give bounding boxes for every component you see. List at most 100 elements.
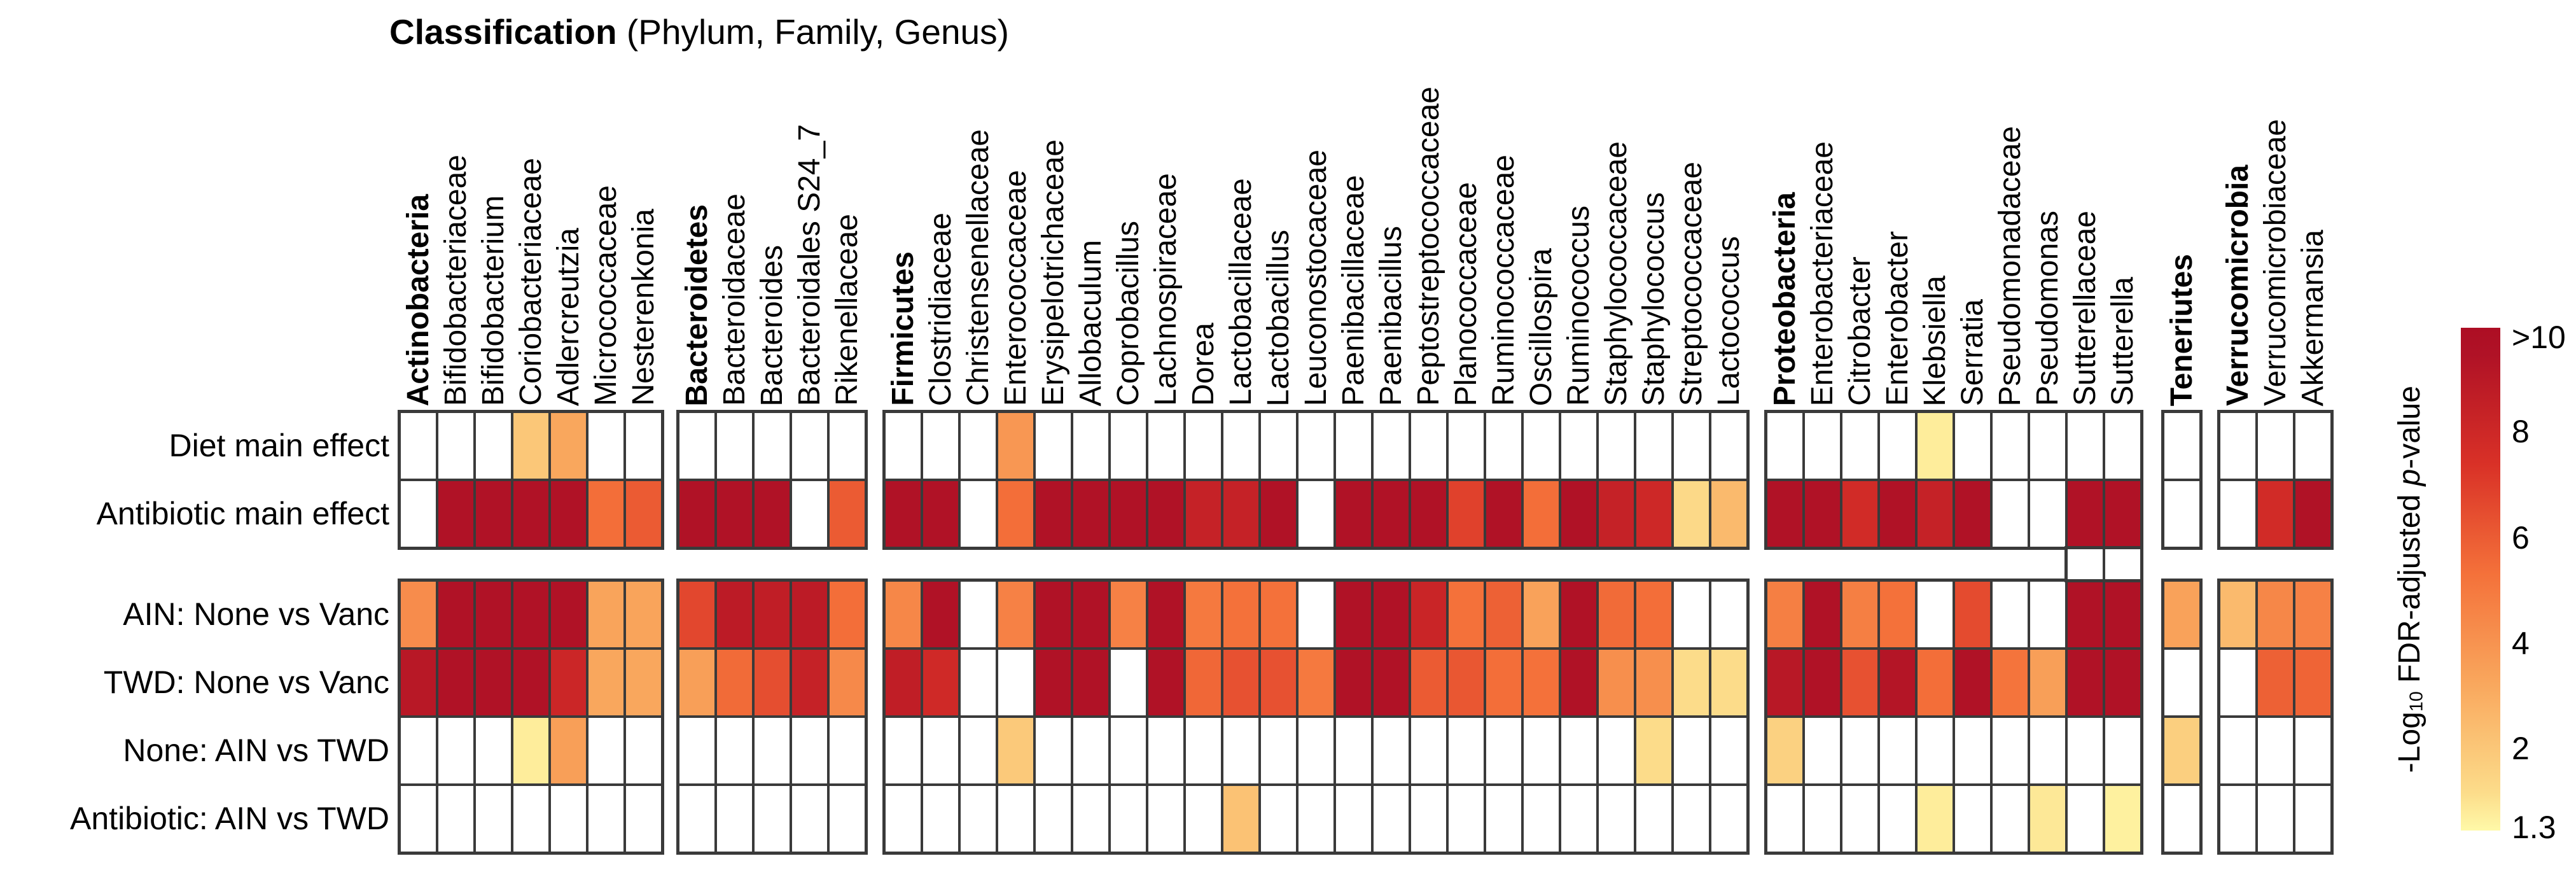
heatmap-cell (400, 480, 437, 548)
heatmap-cell (2219, 649, 2257, 717)
heatmap-cell (753, 480, 791, 548)
heatmap-cell (1485, 649, 1522, 717)
heatmap-block-verrucomicrobia (2217, 579, 2334, 855)
heatmap-cell (1372, 649, 1410, 717)
figure-title: Classification (Phylum, Family, Genus) (389, 9, 1009, 55)
heatmap-cell (2219, 785, 2257, 853)
heatmap-cell (1766, 717, 1804, 785)
heatmap-cell (437, 412, 475, 480)
column-label-staphylococcaceae: Staphylococcaceae (1599, 141, 1633, 406)
heatmap-cell (678, 785, 716, 853)
row-label-none-ain-vs-twd: None: AIN vs TWD (123, 733, 389, 768)
heatmap-cell (1110, 412, 1147, 480)
heatmap-cell (1673, 412, 1710, 480)
heatmap-cell (1879, 412, 1916, 480)
heatmap-cell (1185, 649, 1222, 717)
heatmap-cell (587, 649, 625, 717)
column-label-staphylococcus: Staphylococcus (1636, 192, 1671, 406)
heatmap-cell (1072, 580, 1110, 649)
heatmap-cell (2294, 412, 2332, 480)
heatmap-cell (1222, 717, 1260, 785)
heatmap-cell (1034, 412, 1072, 480)
column-label-sutterella: Sutterella (2105, 277, 2140, 406)
heatmap-cell (678, 580, 716, 649)
heatmap-cell (1034, 480, 1072, 548)
heatmap-cell (1072, 717, 1110, 785)
heatmap-cell (884, 785, 922, 853)
figure-title-bold: Classification (389, 12, 617, 52)
heatmap-cell (828, 717, 866, 785)
heatmap-cell (1991, 649, 2029, 717)
heatmap-cell (1485, 717, 1522, 785)
heatmap-cell (625, 649, 662, 717)
heatmap-cell (1560, 717, 1598, 785)
heatmap-cell (922, 580, 959, 649)
heatmap-cell (1372, 412, 1410, 480)
heatmap-cell (828, 580, 866, 649)
heatmap-cell (1916, 649, 1954, 717)
heatmap-cell (1841, 649, 1879, 717)
column-label-paenibacillus: Paenibacillus (1374, 226, 1408, 406)
heatmap-cell (1598, 649, 1635, 717)
heatmap-cell (1072, 480, 1110, 548)
heatmap-cell (1147, 580, 1185, 649)
column-label-leuconostocaceae: Leuconostocaceae (1298, 150, 1333, 406)
heatmap-cell (1110, 785, 1147, 853)
heatmap-cell (1916, 717, 1954, 785)
heatmap-cell (1447, 412, 1485, 480)
heatmap-cell (1185, 480, 1222, 548)
heatmap-cell (1673, 649, 1710, 717)
legend-tick-1.3: 1.3 (2512, 810, 2556, 845)
heatmap-cell (959, 785, 997, 853)
heatmap-cell (1635, 480, 1673, 548)
heatmap-cell (959, 580, 997, 649)
column-label-enterobacter: Enterobacter (1880, 231, 1914, 406)
heatmap-cell (1222, 480, 1260, 548)
heatmap-cell (1991, 717, 2029, 785)
heatmap-cell (1766, 785, 1804, 853)
heatmap-cell (716, 580, 753, 649)
heatmap-cell (1522, 717, 1560, 785)
column-label-bifidobacteriaceae: Bifidobacteriaceae (438, 155, 473, 406)
heatmap-cell (678, 717, 716, 785)
heatmap-cell (1841, 580, 1879, 649)
heatmap-cell (1185, 580, 1222, 649)
row-label-antibiotic-ain-vs-twd: Antibiotic: AIN vs TWD (70, 801, 389, 836)
heatmap-cell (1335, 580, 1372, 649)
heatmap-cell (1879, 717, 1916, 785)
column-label-streptococcaceae: Streptococcaceae (1674, 161, 1708, 406)
figure-title-rest: (Phylum, Family, Genus) (616, 12, 1009, 52)
heatmap-cell (1110, 649, 1147, 717)
heatmap-cell (1447, 785, 1485, 853)
legend-gradient-bar (2461, 328, 2500, 831)
column-label-coriobacteriaceae: Coriobacteriaceae (513, 158, 548, 406)
heatmap-cell (1447, 480, 1485, 548)
heatmap-cell (1297, 785, 1335, 853)
heatmap-cell (1522, 580, 1560, 649)
heatmap-cell (1804, 649, 1841, 717)
phylum-label-verrucomicrobia: Verrucomicrobia (2220, 165, 2255, 406)
heatmap-cell (2029, 480, 2066, 548)
column-label-bifidobacterium: Bifidobacterium (476, 195, 510, 406)
heatmap-cell (2257, 649, 2294, 717)
heatmap-cell (550, 480, 587, 548)
heatmap-block-actinobacteria (398, 579, 664, 855)
heatmap-cell (753, 717, 791, 785)
heatmap-cell (475, 785, 512, 853)
column-label-serratia: Serratia (1955, 298, 1989, 406)
column-label-peptostreptococcaceae: Peptostreptococcaceae (1411, 87, 1445, 406)
heatmap-cell (1991, 480, 2029, 548)
heatmap-cell (437, 580, 475, 649)
heatmap-cell (997, 580, 1034, 649)
heatmap-cell (1034, 580, 1072, 649)
heatmap-cell (1222, 649, 1260, 717)
phylum-label-firmicutes: Firmicutes (886, 251, 920, 406)
column-label-lactococcus: Lactococcus (1711, 236, 1746, 406)
heatmap-cell (550, 785, 587, 853)
heatmap-cell (2163, 412, 2201, 480)
heatmap-cell (1879, 480, 1916, 548)
heatmap-cell (512, 480, 550, 548)
column-label-coprobacillus: Coprobacillus (1111, 221, 1145, 406)
heatmap-cell (550, 412, 587, 480)
heatmap-block-verrucomicrobia (2217, 410, 2334, 550)
